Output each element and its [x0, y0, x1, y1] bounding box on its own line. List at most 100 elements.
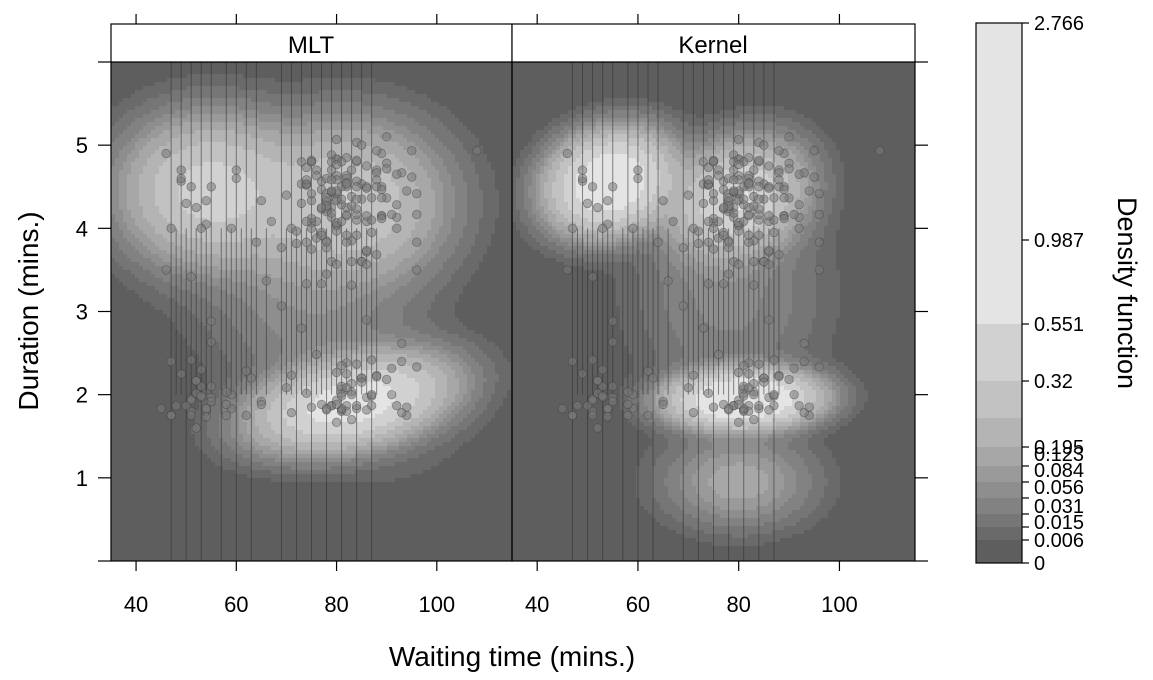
density-cell: [235, 506, 240, 511]
density-cell: [131, 294, 136, 299]
density-cell: [175, 114, 180, 119]
density-cell: [183, 226, 188, 231]
density-cell: [135, 426, 140, 431]
density-cell: [111, 370, 116, 375]
density-cell: [123, 122, 128, 127]
density-cell: [251, 334, 256, 339]
density-cell: [235, 354, 240, 359]
density-cell: [207, 550, 212, 555]
density-cell: [259, 502, 264, 507]
density-cell: [231, 234, 236, 239]
density-cell: [139, 230, 144, 235]
density-cell: [247, 402, 252, 407]
density-cell: [223, 210, 228, 215]
density-cell: [203, 310, 208, 315]
density-cell: [191, 246, 196, 251]
density-cell: [263, 538, 268, 543]
density-cell: [203, 178, 208, 183]
density-cell: [243, 250, 248, 255]
density-cell: [235, 78, 240, 83]
density-cell: [147, 334, 152, 339]
density-cell: [115, 346, 120, 351]
density-cell: [255, 206, 260, 211]
density-cell: [267, 462, 272, 467]
density-cell: [123, 298, 128, 303]
density-cell: [267, 454, 272, 459]
density-cell: [267, 434, 272, 439]
density-cell: [115, 274, 120, 279]
density-cell: [239, 134, 244, 139]
density-cell: [215, 162, 220, 167]
density-cell: [111, 342, 116, 347]
density-cell: [123, 62, 128, 67]
density-cell: [171, 270, 176, 275]
density-cell: [119, 522, 124, 527]
density-cell: [151, 306, 156, 311]
density-cell: [227, 290, 232, 295]
density-cell: [243, 150, 248, 155]
density-cell: [231, 418, 236, 423]
density-cell: [231, 278, 236, 283]
density-cell: [219, 114, 224, 119]
density-cell: [147, 146, 152, 151]
density-cell: [247, 110, 252, 115]
density-cell: [215, 94, 220, 99]
density-cell: [247, 290, 252, 295]
density-cell: [207, 286, 212, 291]
density-cell: [247, 274, 252, 279]
density-cell: [259, 134, 264, 139]
density-cell: [135, 174, 140, 179]
density-cell: [255, 326, 260, 331]
density-cell: [119, 202, 124, 207]
density-cell: [191, 486, 196, 491]
density-cell: [227, 354, 232, 359]
density-cell: [163, 498, 168, 503]
density-cell: [139, 206, 144, 211]
density-cell: [167, 550, 172, 555]
density-cell: [203, 354, 208, 359]
density-cell: [167, 322, 172, 327]
density-cell: [263, 530, 268, 535]
density-cell: [167, 282, 172, 287]
density-cell: [163, 106, 168, 111]
density-cell: [115, 250, 120, 255]
density-cell: [259, 350, 264, 355]
density-cell: [163, 66, 168, 71]
density-cell: [231, 154, 236, 159]
density-cell: [215, 254, 220, 259]
density-cell: [223, 358, 228, 363]
density-cell: [171, 534, 176, 539]
density-cell: [215, 302, 220, 307]
density-cell: [235, 446, 240, 451]
density-cell: [247, 254, 252, 259]
density-cell: [115, 238, 120, 243]
density-cell: [135, 462, 140, 467]
density-cell: [231, 338, 236, 343]
density-cell: [211, 174, 216, 179]
density-cell: [227, 94, 232, 99]
density-cell: [255, 174, 260, 179]
density-cell: [263, 534, 268, 539]
density-cell: [155, 346, 160, 351]
density-cell: [267, 442, 272, 447]
density-cell: [187, 206, 192, 211]
density-cell: [123, 302, 128, 307]
density-cell: [203, 134, 208, 139]
density-cell: [135, 150, 140, 155]
density-cell: [167, 190, 172, 195]
density-cell: [227, 498, 232, 503]
density-cell: [239, 502, 244, 507]
density-cell: [123, 258, 128, 263]
density-cell: [131, 550, 136, 555]
density-cell: [171, 238, 176, 243]
density-cell: [135, 418, 140, 423]
density-cell: [255, 454, 260, 459]
density-cell: [211, 438, 216, 443]
density-cell: [183, 286, 188, 291]
density-cell: [131, 494, 136, 499]
density-cell: [211, 474, 216, 479]
density-cell: [215, 338, 220, 343]
density-cell: [175, 294, 180, 299]
density-cell: [139, 130, 144, 135]
density-cell: [259, 290, 264, 295]
